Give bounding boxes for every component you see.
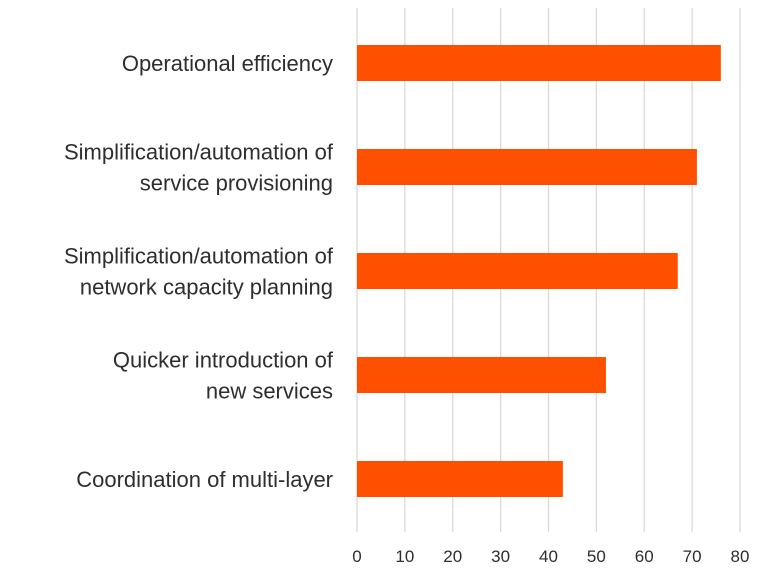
category-label: Operational efficiency [122, 51, 333, 76]
category-label-line: Quicker introduction of [113, 348, 334, 373]
category-label-line: service provisioning [140, 171, 333, 196]
x-tick-label: 0 [352, 547, 361, 566]
x-tick-label: 70 [683, 547, 702, 566]
category-label: Quicker introduction of new services [113, 348, 334, 404]
category-label-line: new services [206, 379, 333, 404]
x-tick-label: 30 [491, 547, 510, 566]
category-label-line: Operational efficiency [122, 51, 333, 76]
bar-3 [357, 253, 678, 289]
x-tick-label: 20 [443, 547, 462, 566]
x-tick-label: 80 [731, 547, 750, 566]
x-tick-label: 60 [635, 547, 654, 566]
bar-1 [357, 45, 721, 81]
category-label-line: Simplification/automation of [64, 140, 334, 165]
x-tick-label: 40 [539, 547, 558, 566]
x-axis-ticks: 0 10 20 30 40 50 60 70 80 [352, 547, 749, 566]
bar-2 [357, 149, 697, 185]
x-tick-label: 10 [395, 547, 414, 566]
category-labels: Operational efficiency Simplification/aut… [64, 51, 334, 492]
bar-5 [357, 461, 563, 497]
category-label: Coordination of multi-layer [76, 467, 333, 492]
bars [357, 45, 721, 497]
category-label-line: network capacity planning [80, 275, 333, 300]
category-label-line: Coordination of multi-layer [76, 467, 333, 492]
bar-4 [357, 357, 606, 393]
x-tick-label: 50 [587, 547, 606, 566]
category-label: Simplification/automation of network capa… [64, 244, 334, 300]
category-label-line: Simplification/automation of [64, 244, 334, 269]
category-label: Simplification/automation of service prov… [64, 140, 334, 196]
